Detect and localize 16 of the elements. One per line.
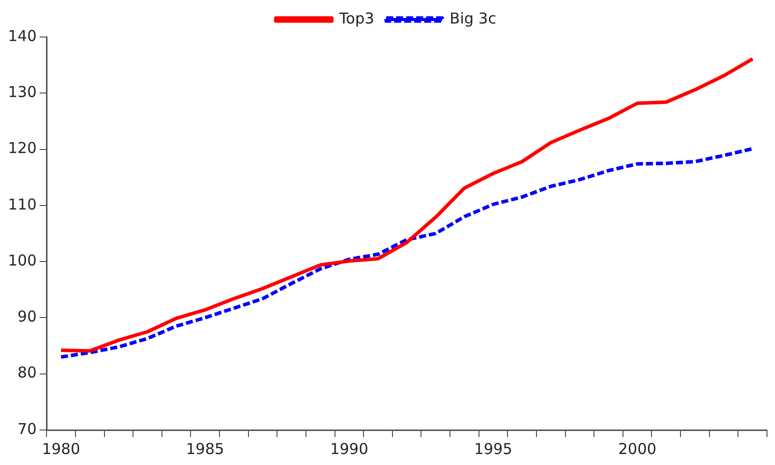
y-tick-label: 70 [18, 420, 37, 438]
y-tick-label: 100 [8, 251, 37, 270]
y-tick-label: 110 [8, 195, 37, 214]
y-tick-label: 130 [8, 83, 37, 102]
legend-label: Top3 [338, 9, 374, 28]
y-tick-label: 140 [8, 26, 37, 45]
x-tick-label: 1990 [330, 440, 368, 458]
x-tick-label: 1985 [186, 440, 224, 458]
y-tick-label: 120 [8, 139, 37, 158]
x-tick-label: 1995 [474, 440, 512, 458]
line-series [59, 146, 754, 359]
y-tick-label: 80 [18, 364, 37, 382]
x-tick-label: 1980 [42, 440, 80, 458]
y-tick-label: 90 [18, 308, 37, 326]
x-tick-label: 2000 [618, 440, 656, 458]
legend-label: Big 3c [450, 9, 496, 28]
